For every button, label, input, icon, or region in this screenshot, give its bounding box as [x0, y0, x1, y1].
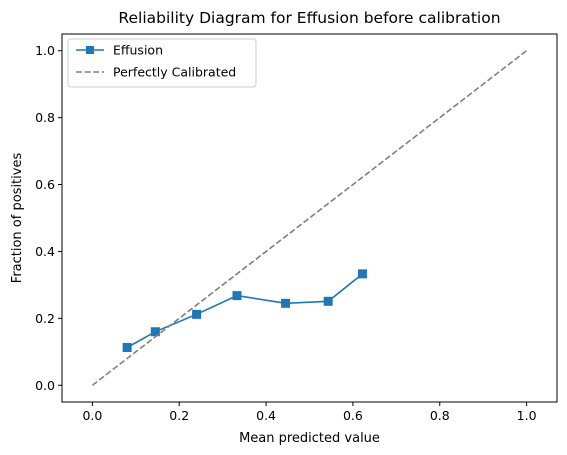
effusion-data-point	[357, 269, 367, 279]
perfectly-calibrated-line	[91, 50, 528, 386]
legend-entry-label: Perfectly Calibrated	[113, 65, 236, 80]
y-tick-label: 0.4	[35, 244, 55, 259]
x-tick-label: 0.2	[169, 408, 189, 423]
effusion-data-point	[232, 291, 242, 301]
chart-title: Reliability Diagram for Effusion before …	[118, 9, 500, 27]
effusion-series-line	[126, 273, 363, 349]
effusion-data-point	[323, 296, 333, 306]
y-tick-label: 0.6	[35, 177, 55, 192]
y-tick-label: 0.8	[35, 110, 55, 125]
x-axis-label: Mean predicted value	[239, 431, 380, 446]
legend: Effusion Perfectly Calibrated	[67, 38, 257, 88]
axes-frame	[61, 33, 558, 403]
x-tick-label: 0.8	[430, 408, 450, 423]
x-tick-label: 1.0	[517, 408, 537, 423]
y-tick-label: 0.2	[35, 311, 55, 326]
legend-swatch-marker	[86, 46, 94, 54]
effusion-data-point	[281, 298, 291, 308]
y-tick-label: 1.0	[35, 43, 55, 58]
effusion-data-point	[150, 327, 160, 337]
x-tick-label: 0.6	[343, 408, 363, 423]
data-layer	[91, 50, 528, 386]
effusion-data-point	[192, 309, 202, 319]
x-tick-label: 0.4	[256, 408, 276, 423]
y-axis-label: Fraction of positives	[10, 153, 25, 284]
effusion-data-point	[122, 342, 132, 352]
legend-entry-label: Effusion	[113, 43, 163, 58]
legend-box	[67, 38, 257, 88]
plot-area: 0.0 0.2 0.4 0.6 0.8 1.0 0.0 0.2 0.4 0.6 0.8 1.0	[35, 33, 558, 423]
y-tick-label: 0.0	[35, 378, 55, 393]
x-tick-label: 0.0	[82, 408, 102, 423]
